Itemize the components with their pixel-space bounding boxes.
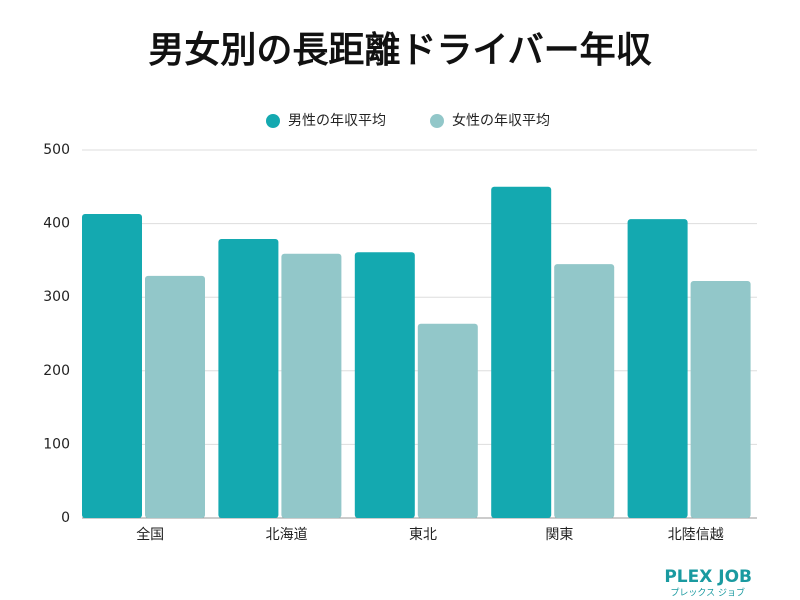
y-tick-label: 300 [43,289,70,305]
y-tick-label: 500 [43,142,70,158]
bar [354,252,415,518]
x-tick-label: 北陸信越 [668,527,724,543]
x-tick-label: 関東 [545,527,573,543]
x-tick-label: 北海道 [266,527,308,543]
y-tick-label: 400 [43,216,70,232]
bar [218,239,279,518]
x-tick-label: 全国 [136,526,164,543]
logo-name: PLEX JOB [664,567,752,587]
bar [82,214,142,519]
legend-marker [266,114,280,128]
y-tick-label: 100 [43,436,70,452]
legend-marker [430,114,444,128]
legend-label: 女性の年収平均 [452,112,550,129]
y-tick-label: 0 [61,510,70,526]
bar [281,253,342,518]
bar [145,275,205,518]
bar [690,281,751,518]
x-tick-label: 東北 [409,527,437,543]
bar [627,219,688,518]
logo-sub: プレックス ジョブ [670,587,745,599]
bar [491,186,552,519]
chart-title: 男女別の長距離ドライバー年収 [148,30,651,71]
bar [417,323,478,518]
legend-label: 男性の年収平均 [288,113,386,129]
y-tick-label: 200 [43,363,70,379]
bar [554,264,615,518]
